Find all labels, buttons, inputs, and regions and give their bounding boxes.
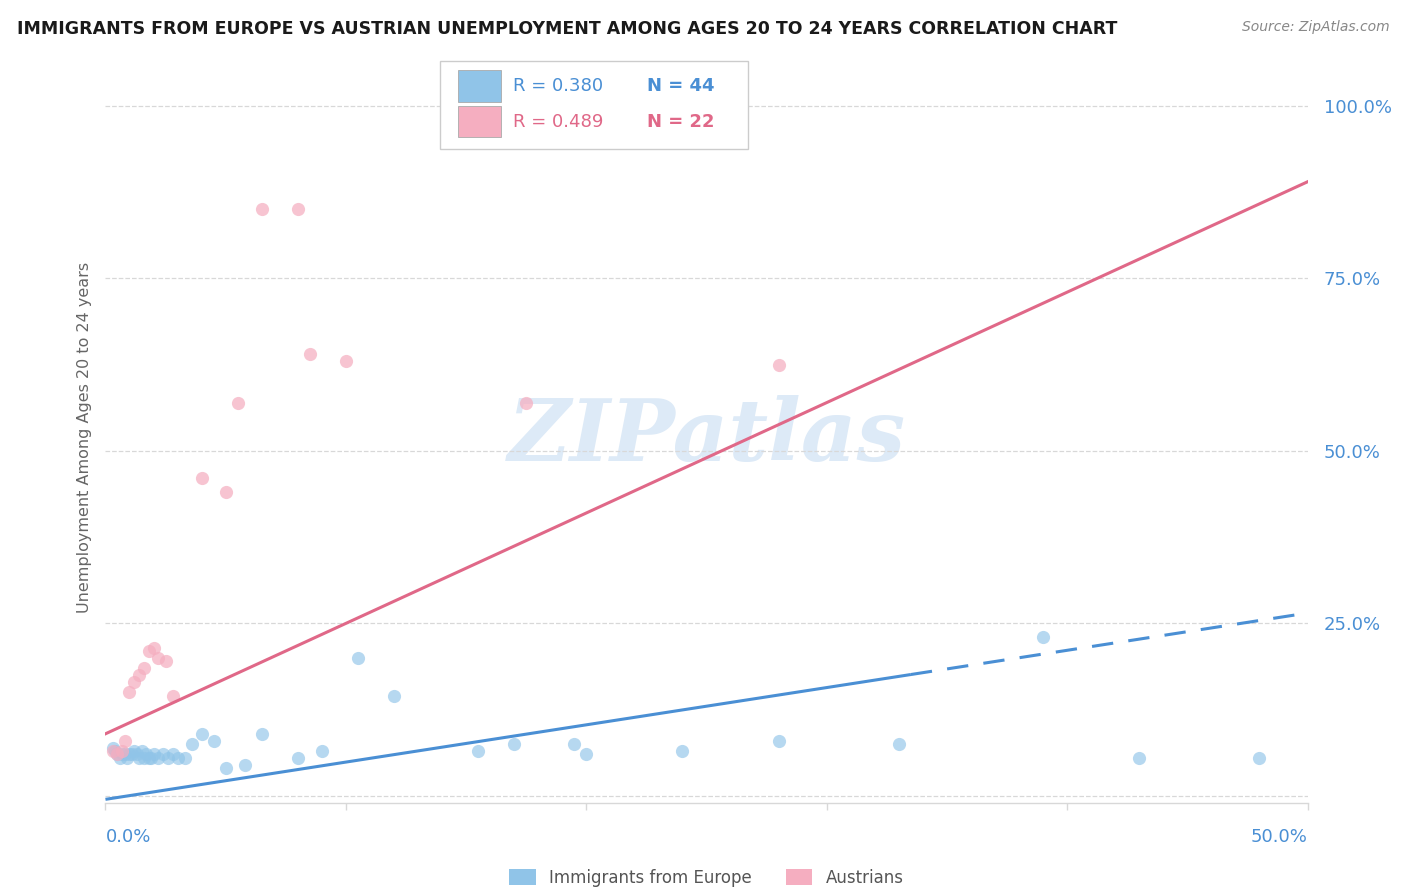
- Point: [768, 358, 790, 372]
- Point: [138, 751, 160, 765]
- Text: R = 0.380: R = 0.380: [513, 77, 603, 95]
- Point: [166, 751, 188, 765]
- Point: [162, 747, 184, 762]
- Point: [115, 751, 138, 765]
- Point: [287, 751, 309, 765]
- Point: [298, 347, 321, 361]
- Point: [190, 471, 212, 485]
- Point: [162, 689, 184, 703]
- Point: [250, 202, 273, 217]
- Point: [347, 651, 370, 665]
- Point: [214, 761, 236, 775]
- Point: [107, 747, 129, 762]
- Point: [575, 747, 598, 762]
- Point: [181, 737, 204, 751]
- Point: [173, 751, 195, 765]
- Point: [118, 747, 141, 762]
- Point: [287, 202, 309, 217]
- Point: [562, 737, 585, 751]
- Point: [128, 751, 150, 765]
- Point: [1128, 751, 1150, 765]
- Point: [114, 733, 136, 747]
- Point: [214, 485, 236, 500]
- Point: [382, 689, 405, 703]
- Point: [250, 727, 273, 741]
- Point: [311, 744, 333, 758]
- Point: [108, 751, 131, 765]
- Point: [118, 685, 141, 699]
- Point: [1032, 630, 1054, 644]
- Text: 0.0%: 0.0%: [105, 828, 150, 846]
- Text: IMMIGRANTS FROM EUROPE VS AUSTRIAN UNEMPLOYMENT AMONG AGES 20 TO 24 YEARS CORREL: IMMIGRANTS FROM EUROPE VS AUSTRIAN UNEMP…: [17, 20, 1118, 37]
- Point: [131, 744, 153, 758]
- Point: [132, 751, 155, 765]
- Point: [768, 733, 790, 747]
- Point: [104, 744, 127, 758]
- Point: [125, 747, 148, 762]
- Point: [152, 747, 174, 762]
- Text: ZIPatlas: ZIPatlas: [508, 395, 905, 479]
- Point: [124, 744, 146, 758]
- Point: [124, 675, 146, 690]
- Point: [111, 747, 134, 762]
- Point: [135, 747, 157, 762]
- Point: [148, 651, 170, 665]
- Point: [503, 737, 526, 751]
- Point: [190, 727, 212, 741]
- Point: [111, 744, 134, 758]
- Point: [139, 751, 162, 765]
- Point: [671, 744, 693, 758]
- Y-axis label: Unemployment Among Ages 20 to 24 years: Unemployment Among Ages 20 to 24 years: [76, 261, 91, 613]
- Text: N = 44: N = 44: [647, 77, 714, 95]
- Point: [148, 751, 170, 765]
- Point: [132, 661, 155, 675]
- Point: [128, 668, 150, 682]
- Point: [138, 644, 160, 658]
- Point: [121, 747, 143, 762]
- Text: N = 22: N = 22: [647, 112, 714, 131]
- Point: [515, 395, 537, 409]
- Point: [101, 744, 124, 758]
- Point: [155, 654, 177, 668]
- Point: [142, 640, 165, 655]
- Point: [226, 395, 249, 409]
- Point: [202, 733, 225, 747]
- Point: [467, 744, 489, 758]
- Point: [101, 740, 124, 755]
- Point: [156, 751, 179, 765]
- Point: [335, 354, 357, 368]
- Text: 50.0%: 50.0%: [1251, 828, 1308, 846]
- Text: Source: ZipAtlas.com: Source: ZipAtlas.com: [1241, 20, 1389, 34]
- Point: [114, 747, 136, 762]
- Point: [142, 747, 165, 762]
- Text: R = 0.489: R = 0.489: [513, 112, 603, 131]
- Point: [887, 737, 910, 751]
- Point: [1249, 751, 1271, 765]
- Point: [233, 757, 256, 772]
- Legend: Immigrants from Europe, Austrians: Immigrants from Europe, Austrians: [503, 862, 910, 892]
- Point: [107, 747, 129, 762]
